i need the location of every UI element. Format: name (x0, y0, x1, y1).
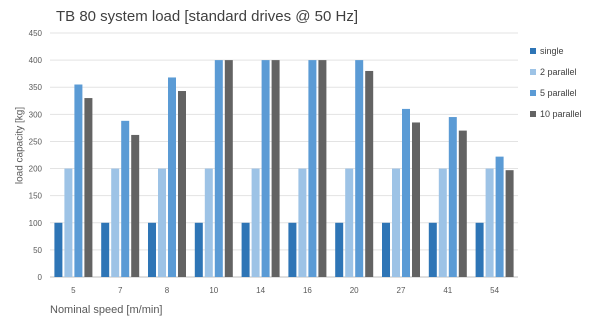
bar (448, 117, 457, 278)
bar (355, 60, 364, 277)
legend-item: 2 parallel (530, 61, 582, 82)
bar (382, 222, 390, 277)
bar (505, 170, 514, 277)
bar (298, 168, 307, 277)
bar (121, 120, 130, 277)
bar (101, 222, 110, 277)
bar (412, 122, 420, 277)
bar (214, 60, 223, 277)
legend-swatch (530, 47, 536, 54)
x-tick-label: 41 (443, 286, 452, 295)
x-tick-label: 8 (165, 286, 170, 295)
x-tick-label: 54 (490, 286, 499, 295)
bar (74, 84, 83, 277)
y-tick-label: 50 (33, 246, 42, 255)
x-tick-label: 10 (209, 286, 218, 295)
y-tick-label: 150 (29, 192, 43, 201)
y-tick-label: 300 (29, 110, 43, 119)
x-tick-label: 16 (303, 286, 312, 295)
legend: single 2 parallel 5 parallel 10 parallel (530, 40, 582, 124)
bar (428, 222, 437, 277)
y-tick-label: 0 (38, 273, 43, 282)
legend-label: single (540, 45, 564, 56)
bar (111, 168, 120, 277)
x-tick-label: 20 (350, 286, 359, 295)
bar (345, 168, 354, 277)
bar (402, 108, 410, 278)
x-tick-label: 14 (256, 286, 265, 295)
x-tick-label: 5 (71, 286, 76, 295)
bar (261, 60, 270, 277)
bar (224, 60, 233, 277)
bar (64, 168, 73, 277)
y-tick-label: 250 (29, 137, 43, 146)
bar (438, 168, 447, 277)
bar (194, 222, 203, 277)
bar (365, 70, 374, 277)
bar (241, 222, 250, 277)
y-tick-label: 100 (29, 219, 43, 228)
bar (148, 222, 156, 277)
bar (131, 134, 140, 277)
bar (271, 60, 280, 277)
y-tick-label: 200 (29, 165, 43, 174)
bar (168, 77, 176, 277)
bar (458, 130, 467, 277)
y-tick-label: 450 (29, 29, 43, 38)
legend-item: 5 parallel (530, 82, 582, 103)
bar (178, 91, 186, 277)
legend-swatch (530, 110, 536, 117)
bar (392, 168, 400, 277)
bar (204, 168, 213, 277)
legend-label: 5 parallel (540, 87, 577, 98)
x-axis-title: Nominal speed [m/min] (50, 304, 163, 316)
legend-label: 10 parallel (540, 108, 582, 119)
y-tick-label: 400 (29, 56, 43, 65)
bar (251, 168, 260, 277)
x-tick-label: 27 (397, 286, 406, 295)
legend-swatch (530, 89, 536, 96)
x-tick-label: 7 (118, 286, 123, 295)
y-tick-label: 350 (29, 83, 43, 92)
legend-swatch (530, 68, 536, 75)
bar (475, 222, 484, 277)
legend-item: 10 parallel (530, 103, 582, 124)
bar (54, 222, 63, 277)
bar (485, 168, 494, 277)
bar (84, 98, 93, 277)
legend-label: 2 parallel (540, 66, 577, 77)
bar (495, 156, 504, 277)
bar (288, 222, 297, 277)
bar (308, 60, 317, 277)
bar (335, 222, 344, 277)
bar (158, 168, 166, 277)
legend-item: single (530, 40, 582, 61)
bar (318, 60, 327, 277)
chart-title: TB 80 system load [standard drives @ 50 … (56, 8, 359, 25)
